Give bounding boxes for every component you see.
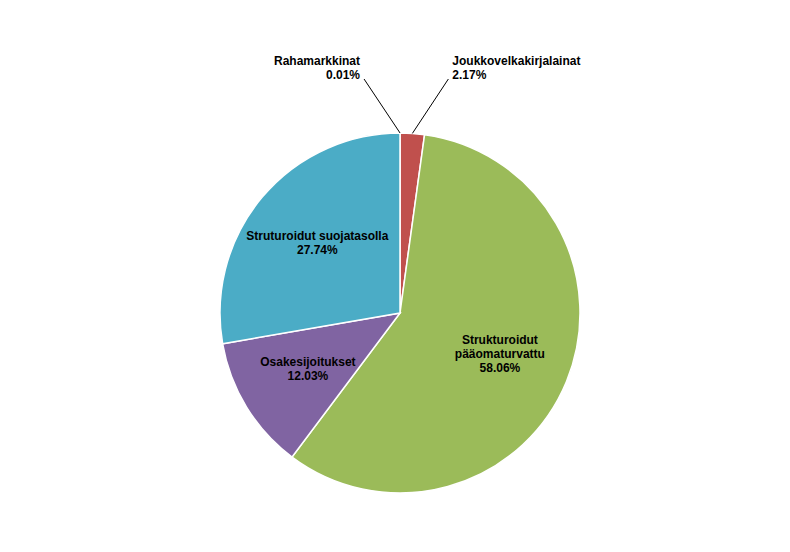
svg-text:Osakesijoitukset12.03%: Osakesijoitukset12.03% (260, 355, 355, 383)
svg-text:Joukkovelkakirjalainat2.17%: Joukkovelkakirjalainat2.17% (452, 54, 580, 82)
svg-text:Strukturoidutpääomaturvattu58.: Strukturoidutpääomaturvattu58.06% (455, 333, 545, 375)
svg-text:Rahamarkkinat0.01%: Rahamarkkinat0.01% (274, 54, 360, 82)
svg-text:Struturoidut suojatasolla27.74: Struturoidut suojatasolla27.74% (246, 229, 388, 257)
